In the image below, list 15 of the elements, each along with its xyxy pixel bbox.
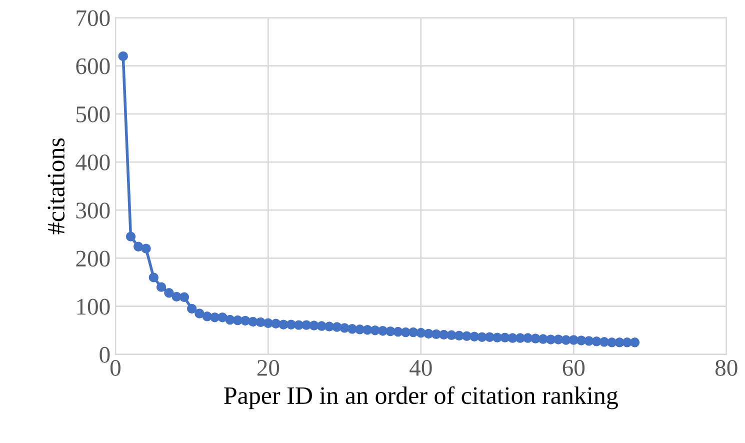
x-tick-label: 60 [562, 360, 585, 376]
y-tick-label: 500 [76, 106, 110, 122]
y-tick-label: 100 [77, 298, 110, 315]
y-tick-label: 600 [76, 58, 110, 74]
y-tick-label: 300 [76, 202, 110, 219]
x-tick-label: 40 [410, 360, 432, 376]
y-tick-label: 200 [76, 250, 110, 267]
y-axis-title: #citations [48, 138, 65, 234]
x-axis-title: Paper ID in an order of citation ranking [224, 386, 618, 410]
y-tick-label: 400 [76, 154, 110, 170]
y-tick-label: 0 [100, 346, 110, 363]
x-tick-label: 0 [110, 360, 120, 376]
x-tick-label: 20 [257, 360, 280, 376]
y-tick-label: 700 [76, 10, 110, 26]
x-tick-label: 80 [715, 360, 738, 376]
